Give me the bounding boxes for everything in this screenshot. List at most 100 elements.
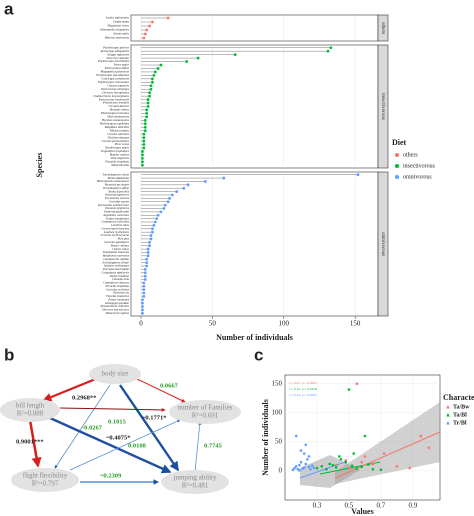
facet-panel [130,14,379,42]
lollipop-point [196,56,200,60]
lollipop-point [142,36,146,40]
scatter-point [294,464,298,468]
x-tick-label: 0.9 [408,502,417,510]
species-label: Myophonus caeruleus [102,254,130,258]
lollipop-point [151,80,154,84]
species-label: Culicicapa ceylonensis [101,77,130,81]
node-r2: R²=0.797 [32,480,59,488]
lollipop-point [168,196,171,200]
lollipop-point [145,115,149,119]
species-label: Upupa epops [113,20,130,24]
species-label: Seicercus valentini [106,56,129,60]
y-tick-label: 0 [279,467,283,475]
facet-panel [130,171,379,317]
scatter-point [355,467,359,470]
species-label: Hemixos castanonotus [101,118,130,122]
lollipop-point [143,32,147,36]
x-tick-label: 100 [279,320,290,328]
scatter-point [306,458,309,461]
lollipop-point [142,136,146,140]
lollipop-point [142,284,146,288]
lollipop-point [141,298,144,302]
arrow [59,407,166,412]
lollipop-point [142,132,146,136]
species-label: Megalaima virens [106,24,129,28]
legend-swatch [395,175,399,179]
lollipop-point [166,16,170,20]
node [161,470,229,494]
legend-marker: ▲ [445,404,451,410]
species-label: Regulus regulus [109,153,130,157]
scatter-point [347,388,351,391]
lollipop-point [142,291,146,295]
lollipop-point [145,108,149,112]
lollipop-point [148,91,151,95]
lollipop-point [149,234,153,237]
scatter-point [338,455,341,458]
scatter-point [427,446,431,449]
lollipop-point [185,60,189,63]
arrows [28,376,202,485]
lollipop-point [146,251,150,254]
node-r2: R²=0.481 [182,482,209,490]
species-label: Pomatorhinus ruficollis [99,304,129,308]
scatter-point [304,462,308,466]
scatter-point [355,382,359,386]
species-label: Motacilla alba [110,163,129,167]
scatter-point [307,455,311,458]
arrow [194,421,202,473]
species-label: Troglodytes troglodytes [101,149,130,153]
species-label: Ficedula strophiata [104,160,129,164]
species-label: Yuhina diademata [107,176,129,180]
scatter-point [363,434,367,438]
scatter-point [299,460,303,464]
lollipop-point [142,139,146,143]
species-label: Sitta himalayensis [107,115,130,119]
lollipop-point [222,176,226,180]
scatter-point [298,463,301,467]
lollipop-point [151,20,154,24]
lollipop-point [141,308,144,312]
annotation: r = 0.19, p = 0.0416 [289,387,317,392]
lollipop-point [142,146,146,150]
lollipop-point [171,193,174,197]
lollipop-point [142,288,146,292]
species-label: Carpodacus erythrinus [101,220,130,224]
species-label: Abroscopus albogularis [99,49,129,53]
panel-letter: c [254,345,263,364]
scatter-point [339,458,343,461]
x-tick-label: 0.7 [377,502,386,510]
scatter-point [309,467,312,471]
species-label: Pericrocotus brevirostris [98,97,130,101]
species-label: Tadorna ferruginea [106,311,130,315]
lollipop-point [182,186,186,190]
arrow [42,376,99,402]
node [169,400,241,424]
species-label: Phylloscopus maculipennis [95,73,130,77]
lollipop-point [162,207,166,210]
confidence-band [335,402,440,484]
lollipop-point [143,122,147,126]
lollipop-point [143,271,147,275]
species-label: Dicaeum ignipectus [104,206,130,210]
scatter-point [298,469,301,472]
lollipop-point [146,101,150,105]
lollipop-point [145,261,149,264]
species-label: Parus major [113,63,130,67]
annotation: r = 0.43, p = 0.0001 [289,393,317,398]
lollipop-point [141,156,144,160]
species-label: Pycnonotus jocosus [104,196,130,200]
facet-label: omnivorous [380,232,385,256]
edge-label: ~0.2309 [100,472,122,479]
facet-strip [377,171,389,317]
node-label: body size [102,370,129,378]
lollipop-point [156,67,160,70]
scatter-point [320,464,324,468]
scatter-point [312,466,316,470]
lollipop-point [143,267,147,271]
lollipop-point [326,49,330,53]
legend-marker: ▲ [445,420,451,426]
x-axis-label: Values [351,507,373,516]
species-label: Prunella strophiata [105,284,130,288]
lollipop-point [146,247,150,251]
